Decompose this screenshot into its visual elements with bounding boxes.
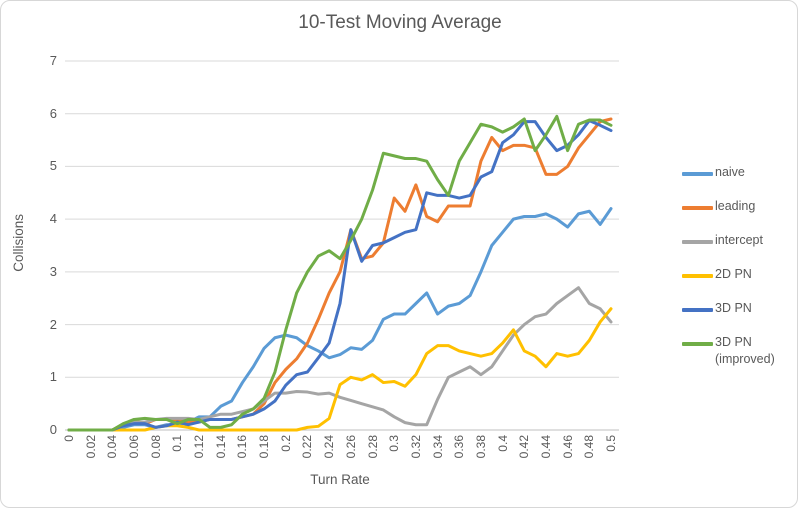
x-tick-label-0.44: 0.44 bbox=[538, 435, 553, 459]
legend-swatch-leading bbox=[682, 206, 713, 210]
y-tick-label-2: 2 bbox=[49, 316, 57, 332]
legend-item-leading: leading bbox=[682, 198, 794, 218]
legend-item-2d-pn: 2D PN bbox=[682, 266, 794, 286]
y-tick-label-3: 3 bbox=[49, 263, 57, 279]
x-tick-label-0.42: 0.42 bbox=[517, 435, 532, 459]
x-tick-label-0.06: 0.06 bbox=[127, 435, 142, 459]
x-tick-label-0.46: 0.46 bbox=[560, 435, 575, 459]
x-tick-label-0.08: 0.08 bbox=[148, 435, 163, 459]
y-tick-label-4: 4 bbox=[49, 211, 57, 227]
y-tick-label-7: 7 bbox=[49, 53, 57, 68]
y-tick-labels: 0 1 2 3 4 5 6 7 bbox=[31, 53, 57, 437]
legend-swatch-3d-pn bbox=[682, 308, 713, 312]
legend-label-3d-pn: 3D PN bbox=[715, 301, 752, 315]
legend-item-intercept: intercept bbox=[682, 232, 794, 252]
series-line-3d-pn-improved bbox=[67, 114, 613, 432]
x-tick-label-0.22: 0.22 bbox=[300, 435, 315, 459]
y-tick-label-6: 6 bbox=[49, 105, 57, 121]
legend-swatch-3d-pn-improved bbox=[682, 342, 713, 346]
legend-label-naive: naive bbox=[715, 165, 745, 179]
legend-swatch-intercept bbox=[682, 240, 713, 244]
series-line-2d-pn bbox=[67, 307, 613, 432]
chart-title: 10-Test Moving Average bbox=[298, 12, 502, 33]
x-tick-label-0.5: 0.5 bbox=[604, 435, 618, 452]
x-tick-label-0.3: 0.3 bbox=[387, 435, 402, 452]
y-axis-title: Collisions bbox=[11, 214, 26, 272]
legend-label-2d-pn: 2D PN bbox=[715, 267, 752, 281]
x-tick-label-0.02: 0.02 bbox=[83, 435, 98, 459]
x-tick-label-0.14: 0.14 bbox=[213, 435, 228, 459]
legend-label-leading: leading bbox=[715, 199, 756, 213]
x-tick-label-0: 0 bbox=[62, 435, 76, 442]
legend-swatch-2d-pn bbox=[682, 274, 713, 278]
y-tick-label-0: 0 bbox=[49, 422, 57, 437]
x-tick-label-0.12: 0.12 bbox=[192, 435, 207, 459]
x-tick-label-0.34: 0.34 bbox=[430, 435, 445, 459]
x-tick-label-0.1: 0.1 bbox=[170, 435, 185, 452]
x-tick-label-0.28: 0.28 bbox=[365, 435, 380, 459]
x-tick-label-0.48: 0.48 bbox=[582, 435, 597, 459]
legend-item-naive: naive bbox=[682, 164, 794, 184]
x-tick-label-0.04: 0.04 bbox=[105, 435, 120, 459]
x-tick-label-0.38: 0.38 bbox=[473, 435, 488, 459]
legend-swatch-naive bbox=[682, 172, 713, 176]
series-line-3d-pn bbox=[67, 119, 613, 432]
x-tick-label-0.26: 0.26 bbox=[343, 435, 358, 459]
legend-label-3d-pn-improved: 3D PN (improved) bbox=[715, 335, 775, 366]
x-tick-label-0.36: 0.36 bbox=[452, 435, 467, 459]
legend-item-3d-pn-improved: 3D PN (improved) bbox=[682, 334, 794, 368]
x-tick-label-0.16: 0.16 bbox=[235, 435, 250, 459]
y-tick-label-5: 5 bbox=[49, 158, 57, 174]
x-tick-label-0.32: 0.32 bbox=[408, 435, 423, 459]
legend-item-3d-pn: 3D PN bbox=[682, 300, 794, 320]
x-tick-label-0.18: 0.18 bbox=[257, 435, 272, 459]
y-tick-label-1: 1 bbox=[49, 369, 57, 385]
plot-area bbox=[65, 60, 619, 432]
x-tick-label-0.4: 0.4 bbox=[495, 435, 510, 452]
x-tick-label-0.2: 0.2 bbox=[278, 435, 293, 452]
legend: naive leading intercept 2D PN 3D PN 3D PN (im… bbox=[682, 164, 794, 382]
x-tick-label-0.24: 0.24 bbox=[322, 435, 337, 459]
legend-label-intercept: intercept bbox=[715, 233, 763, 247]
x-axis-title: Turn Rate bbox=[310, 472, 370, 487]
